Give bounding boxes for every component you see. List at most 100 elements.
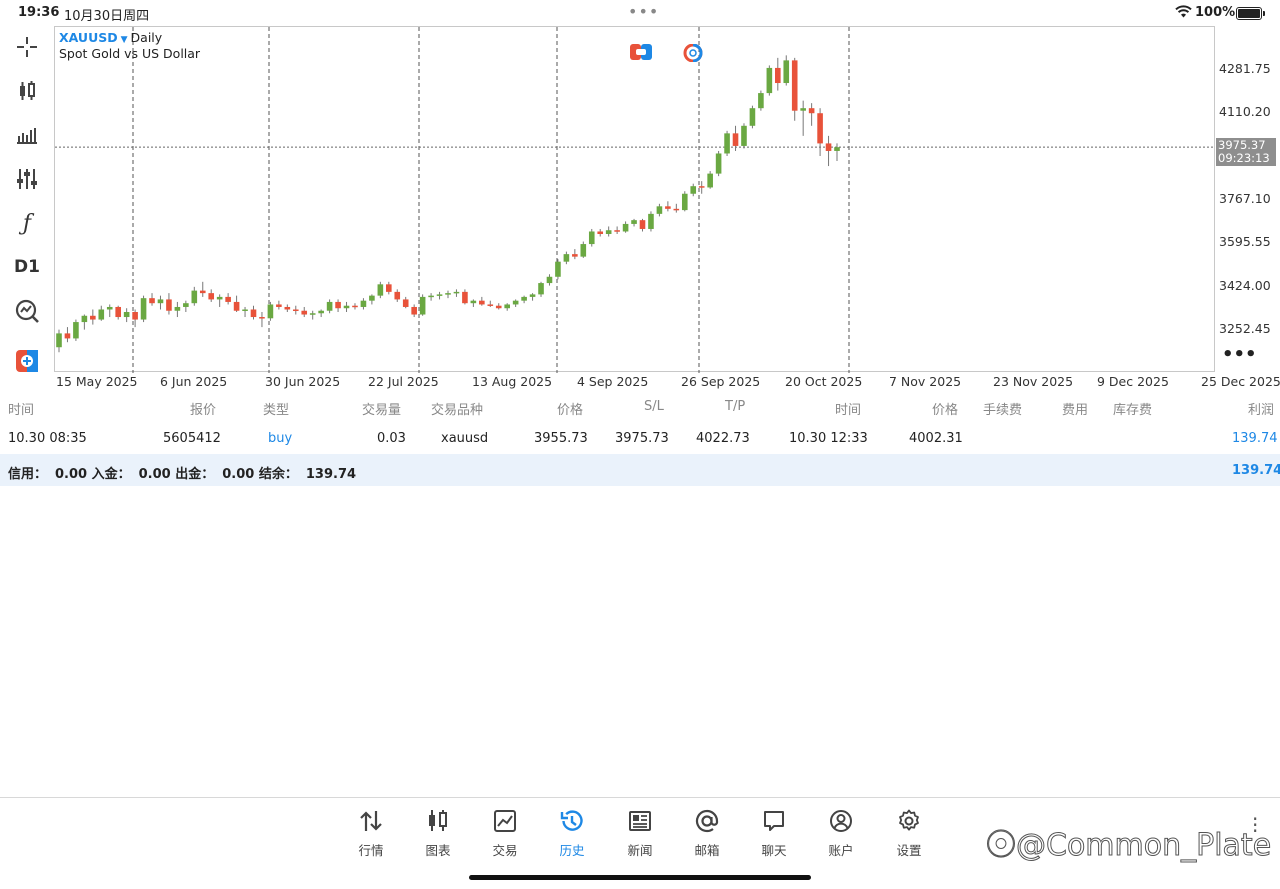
chart-symbol-header[interactable]: XAUUSD ▼ Daily — [59, 30, 162, 45]
candle-body-bear — [394, 291, 401, 300]
dropdown-arrow-icon[interactable]: ▼ — [120, 35, 128, 45]
crosshair-icon[interactable] — [9, 30, 45, 64]
candle — [377, 281, 384, 299]
candle — [250, 305, 257, 320]
candle-body-bear — [698, 186, 705, 188]
candle — [64, 327, 71, 343]
col-header[interactable]: 报价 — [190, 403, 217, 418]
candle-body-bull — [242, 309, 248, 311]
auto-trading-icon[interactable] — [682, 43, 704, 63]
chart-type-candles-icon[interactable] — [9, 74, 45, 108]
function-icon[interactable]: ƒ — [22, 210, 32, 236]
more-options-icon[interactable]: ••• — [1222, 344, 1257, 365]
chart-search-icon[interactable] — [9, 294, 45, 328]
candle — [318, 309, 324, 318]
trade-panel-icon[interactable] — [630, 44, 652, 60]
candles-icon — [410, 808, 466, 834]
candle — [749, 105, 756, 129]
cell-sl: 3975.73 — [615, 431, 669, 446]
candle-body-bear — [335, 301, 341, 309]
one-click-trading-icon[interactable] — [9, 344, 45, 378]
col-header[interactable]: T/P — [725, 399, 746, 414]
y-tick-label: 4281.75 — [1219, 61, 1271, 76]
tab-label: 聊天 — [761, 843, 787, 858]
home-indicator[interactable] — [469, 875, 811, 880]
col-header[interactable]: 时间 — [835, 403, 862, 418]
candle — [309, 310, 316, 320]
tab-label: 图表 — [425, 843, 451, 858]
candle — [766, 65, 773, 96]
candle — [479, 296, 485, 306]
candle-body-bull — [546, 276, 553, 284]
candle-body-bear — [64, 333, 71, 339]
candle — [656, 203, 663, 217]
tab-account[interactable]: 账户 — [813, 808, 869, 859]
withdraw-value: 0.00 — [222, 467, 255, 482]
candle — [783, 55, 790, 86]
watermark-text: @Common_Plate — [1015, 828, 1272, 864]
candle — [132, 309, 138, 328]
candle — [817, 108, 823, 156]
multitask-dots-icon[interactable]: ••• — [628, 2, 660, 21]
tab-news[interactable]: 新闻 — [612, 808, 668, 859]
candle — [588, 228, 595, 247]
tab-mailbox[interactable]: 邮箱 — [679, 808, 735, 859]
candle — [690, 183, 697, 197]
col-header[interactable]: 交易品种 — [431, 403, 484, 418]
x-tick-label: 15 May 2025 — [56, 374, 138, 389]
table-row[interactable]: 10.30 08:35 5605412 buy 0.03 xauusd 3955… — [0, 422, 1280, 454]
candle-body-bear — [292, 309, 299, 311]
timeframe-d1[interactable]: D1 — [14, 257, 40, 277]
candle-body-bull — [56, 333, 62, 348]
tab-quotes[interactable]: 行情 — [343, 808, 399, 859]
cell-price-close: 4002.31 — [909, 431, 963, 446]
tab-history[interactable]: 历史 — [544, 808, 600, 859]
col-header[interactable]: 交易量 — [362, 403, 402, 418]
candle-body-bull — [512, 300, 519, 305]
col-header[interactable]: S/L — [644, 399, 664, 414]
kebab-menu-icon[interactable]: · · · — [1252, 807, 1259, 843]
watermark: ⦿@Common_Plate — [986, 820, 1272, 864]
tab-charts[interactable]: 图表 — [410, 808, 466, 859]
candle-body-bull — [326, 301, 333, 311]
col-header[interactable]: 价格 — [932, 403, 959, 418]
candle-body-bull — [183, 303, 189, 307]
candle-body-bull — [766, 67, 773, 94]
price-axis[interactable]: 4281.75 4110.20 3975.37 09:23:13 3767.10… — [1214, 26, 1280, 372]
cell-tp: 4022.73 — [696, 431, 750, 446]
candle — [639, 218, 646, 232]
candle — [681, 191, 688, 212]
col-header[interactable]: 利润 — [1248, 403, 1275, 418]
tab-trade[interactable]: 交易 — [477, 808, 533, 859]
col-header[interactable]: 费用 — [1062, 403, 1089, 418]
candle — [242, 306, 248, 318]
col-header[interactable]: 手续费 — [983, 403, 1023, 418]
indicators-sliders-icon[interactable] — [9, 162, 45, 196]
candle-body-bull — [622, 223, 629, 232]
candle — [402, 296, 409, 309]
col-header[interactable]: 库存费 — [1113, 403, 1153, 418]
candle-body-bull — [453, 291, 460, 294]
candle — [123, 308, 130, 323]
col-header[interactable]: 类型 — [263, 403, 290, 418]
col-header[interactable]: 时间 — [8, 403, 35, 418]
candle — [419, 294, 426, 316]
candle-body-bear — [673, 208, 680, 211]
col-header[interactable]: 价格 — [557, 403, 584, 418]
chart-symbol[interactable]: XAUUSD — [59, 30, 118, 45]
candle — [470, 299, 477, 307]
candle-body-bull — [715, 153, 722, 174]
candle — [825, 135, 832, 167]
candle — [529, 293, 536, 301]
candle — [183, 300, 189, 313]
price-chart[interactable]: XAUUSD ▼ Daily Spot Gold vs US Dollar 4281… — [54, 26, 1280, 390]
y-tick-label: 3595.55 — [1219, 234, 1271, 249]
volume-bars-icon[interactable] — [9, 118, 45, 152]
candle — [199, 281, 206, 297]
candle — [191, 286, 198, 306]
tab-label: 账户 — [828, 843, 854, 858]
chart-area[interactable] — [54, 26, 1215, 373]
tab-chat[interactable]: 聊天 — [746, 808, 802, 859]
tab-settings[interactable]: 设置 — [881, 808, 937, 859]
x-tick-label: 20 Oct 2025 — [785, 374, 863, 389]
